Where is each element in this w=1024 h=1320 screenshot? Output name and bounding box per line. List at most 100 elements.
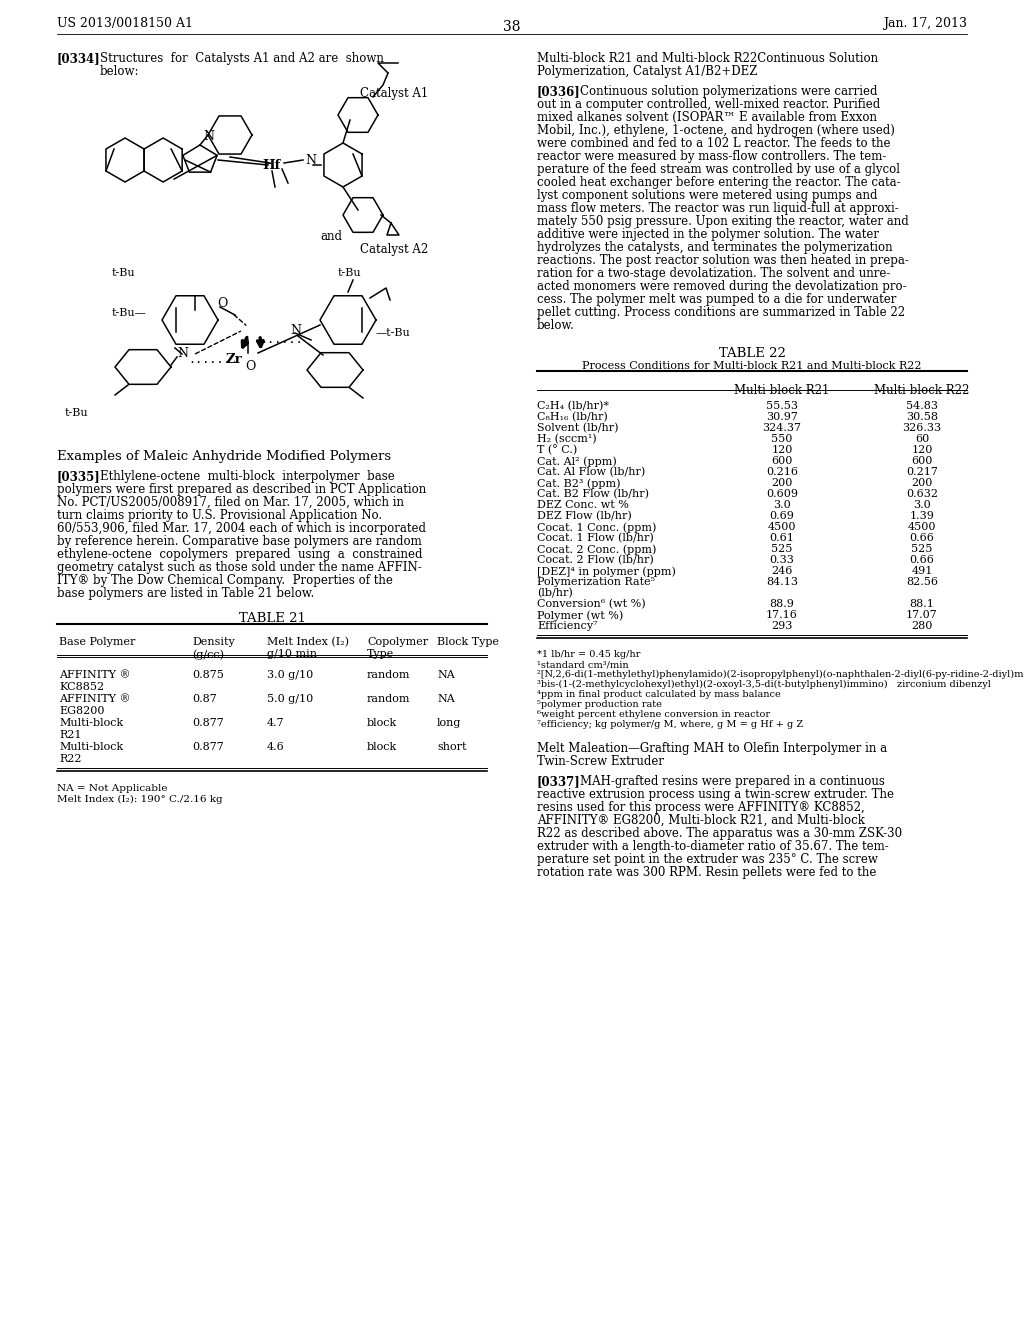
Text: resins used for this process were AFFINITY® KC8852,: resins used for this process were AFFINI…	[537, 801, 864, 814]
Text: N: N	[177, 347, 188, 360]
Text: random: random	[367, 694, 411, 704]
Text: Catalyst A1: Catalyst A1	[360, 87, 428, 100]
Text: Copolymer: Copolymer	[367, 638, 428, 647]
Text: block: block	[367, 718, 397, 729]
Text: [0336]: [0336]	[537, 84, 581, 98]
Text: Cat. Al Flow (lb/hr): Cat. Al Flow (lb/hr)	[537, 467, 645, 478]
Text: O: O	[217, 297, 227, 310]
Text: Catalyst A2: Catalyst A2	[360, 243, 428, 256]
Text: reactive extrusion process using a twin-screw extruder. The: reactive extrusion process using a twin-…	[537, 788, 894, 801]
Text: Cocat. 1 Flow (lb/hr): Cocat. 1 Flow (lb/hr)	[537, 533, 653, 544]
Text: *1 lb/hr = 0.45 kg/hr: *1 lb/hr = 0.45 kg/hr	[537, 649, 640, 659]
Text: Hf: Hf	[262, 158, 281, 172]
Text: 3.0: 3.0	[773, 500, 791, 510]
Text: 550: 550	[771, 434, 793, 444]
Text: 200: 200	[771, 478, 793, 488]
Text: KC8852: KC8852	[59, 682, 104, 692]
Text: mixed alkanes solvent (ISOPAR™ E available from Exxon: mixed alkanes solvent (ISOPAR™ E availab…	[537, 111, 877, 124]
Text: ⁷efficiency; kg polymer/g M, where, g M = g Hf + g Z: ⁷efficiency; kg polymer/g M, where, g M …	[537, 719, 803, 729]
Text: 280: 280	[911, 620, 933, 631]
Text: 60/553,906, filed Mar. 17, 2004 each of which is incorporated: 60/553,906, filed Mar. 17, 2004 each of …	[57, 521, 426, 535]
Text: 600: 600	[771, 455, 793, 466]
Text: Ethlylene-octene  multi-block  interpolymer  base: Ethlylene-octene multi-block interpolyme…	[100, 470, 394, 483]
Text: out in a computer controlled, well-mixed reactor. Purified: out in a computer controlled, well-mixed…	[537, 98, 881, 111]
Text: t-Bu: t-Bu	[112, 268, 135, 279]
Text: t-Bu: t-Bu	[65, 408, 89, 418]
Text: 30.58: 30.58	[906, 412, 938, 422]
Text: Jan. 17, 2013: Jan. 17, 2013	[883, 17, 967, 30]
Text: ration for a two-stage devolatization. The solvent and unre-: ration for a two-stage devolatization. T…	[537, 267, 891, 280]
Text: N: N	[203, 129, 214, 143]
Text: —t-Bu: —t-Bu	[376, 327, 411, 338]
Text: 0.877: 0.877	[193, 742, 224, 752]
Text: 0.875: 0.875	[193, 671, 224, 680]
Text: R22: R22	[59, 754, 82, 764]
Text: Cocat. 1 Conc. (ppm): Cocat. 1 Conc. (ppm)	[537, 521, 656, 532]
Text: (g/cc): (g/cc)	[193, 649, 224, 660]
Text: 30.97: 30.97	[766, 412, 798, 422]
Text: perature of the feed stream was controlled by use of a glycol: perature of the feed stream was controll…	[537, 162, 900, 176]
Text: 0.216: 0.216	[766, 467, 798, 477]
Text: Base Polymer: Base Polymer	[59, 638, 135, 647]
Text: 525: 525	[771, 544, 793, 554]
Text: Cocat. 2 Conc. (ppm): Cocat. 2 Conc. (ppm)	[537, 544, 656, 554]
Text: Zr: Zr	[225, 352, 242, 366]
Text: 4500: 4500	[768, 521, 797, 532]
Text: NA: NA	[437, 671, 455, 680]
Text: R22 as described above. The apparatus was a 30-mm ZSK-30: R22 as described above. The apparatus wa…	[537, 828, 902, 840]
Text: No. PCT/US2005/008917, filed on Mar. 17, 2005, which in: No. PCT/US2005/008917, filed on Mar. 17,…	[57, 496, 404, 510]
Text: Continuous solution polymerizations were carried: Continuous solution polymerizations were…	[580, 84, 878, 98]
Text: polymers were first prepared as described in PCT Application: polymers were first prepared as describe…	[57, 483, 426, 496]
Text: below:: below:	[100, 65, 139, 78]
Text: R21: R21	[59, 730, 82, 741]
Text: ⁴ppm in final product calculated by mass balance: ⁴ppm in final product calculated by mass…	[537, 690, 780, 700]
Text: Melt Index (I₂): 190° C./2.16 kg: Melt Index (I₂): 190° C./2.16 kg	[57, 795, 222, 804]
Text: ¹standard cm³/min: ¹standard cm³/min	[537, 660, 629, 669]
Text: ³bis-(1-(2-methylcyclohexyl)ethyl)(2-oxoyl-3,5-di(t-butylphenyl)immino)   zircon: ³bis-(1-(2-methylcyclohexyl)ethyl)(2-oxo…	[537, 680, 991, 689]
Text: Polymerization, Catalyst A1/B2+DEZ: Polymerization, Catalyst A1/B2+DEZ	[537, 65, 758, 78]
Text: ITY® by The Dow Chemical Company.  Properties of the: ITY® by The Dow Chemical Company. Proper…	[57, 574, 393, 587]
Text: Cat. B2³ (ppm): Cat. B2³ (ppm)	[537, 478, 621, 488]
Text: 326.33: 326.33	[902, 422, 941, 433]
Text: by reference herein. Comparative base polymers are random: by reference herein. Comparative base po…	[57, 535, 422, 548]
Text: 324.37: 324.37	[763, 422, 802, 433]
Text: 0.632: 0.632	[906, 488, 938, 499]
Text: 0.66: 0.66	[909, 533, 935, 543]
Text: mately 550 psig pressure. Upon exiting the reactor, water and: mately 550 psig pressure. Upon exiting t…	[537, 215, 908, 228]
Text: 600: 600	[911, 455, 933, 466]
Text: (lb/hr): (lb/hr)	[537, 587, 572, 598]
Text: [DEZ]⁴ in polymer (ppm): [DEZ]⁴ in polymer (ppm)	[537, 566, 676, 577]
Text: 3.0: 3.0	[913, 500, 931, 510]
Text: C₈H₁₆ (lb/hr): C₈H₁₆ (lb/hr)	[537, 412, 608, 422]
Text: ......: ......	[260, 333, 303, 346]
Text: t-Bu: t-Bu	[338, 268, 361, 279]
Text: [0334]: [0334]	[57, 51, 100, 65]
Text: perature set point in the extruder was 235° C. The screw: perature set point in the extruder was 2…	[537, 853, 878, 866]
Text: extruder with a length-to-diameter ratio of 35.67. The tem-: extruder with a length-to-diameter ratio…	[537, 840, 889, 853]
Text: mass flow meters. The reactor was run liquid-full at approxi-: mass flow meters. The reactor was run li…	[537, 202, 899, 215]
Text: Solvent (lb/hr): Solvent (lb/hr)	[537, 422, 618, 433]
Text: N: N	[305, 154, 316, 168]
Text: ......: ......	[188, 352, 230, 366]
Text: NA = Not Applicable: NA = Not Applicable	[57, 784, 168, 793]
Text: AFFINITY® EG8200, Multi-block R21, and Multi-block: AFFINITY® EG8200, Multi-block R21, and M…	[537, 814, 865, 828]
Text: cooled heat exchanger before entering the reactor. The cata-: cooled heat exchanger before entering th…	[537, 176, 901, 189]
Text: Multi-block R22: Multi-block R22	[874, 384, 970, 397]
Text: EG8200: EG8200	[59, 706, 104, 715]
Text: ⁵polymer production rate: ⁵polymer production rate	[537, 700, 662, 709]
Text: [0335]: [0335]	[57, 470, 100, 483]
Text: Multi-block: Multi-block	[59, 742, 123, 752]
Text: 38: 38	[503, 20, 521, 34]
Text: and: and	[319, 230, 342, 243]
Text: 1.39: 1.39	[909, 511, 935, 521]
Text: Process Conditions for Multi-block R21 and Multi-block R22: Process Conditions for Multi-block R21 a…	[583, 360, 922, 371]
Text: Multi-block R21 and Multi-block R22Continuous Solution: Multi-block R21 and Multi-block R22Conti…	[537, 51, 879, 65]
Text: DEZ Flow (lb/hr): DEZ Flow (lb/hr)	[537, 511, 632, 521]
Text: rotation rate was 300 RPM. Resin pellets were fed to the: rotation rate was 300 RPM. Resin pellets…	[537, 866, 877, 879]
Text: Cocat. 2 Flow (lb/hr): Cocat. 2 Flow (lb/hr)	[537, 554, 653, 565]
Text: Block Type: Block Type	[437, 638, 499, 647]
Text: TABLE 22: TABLE 22	[719, 347, 785, 360]
Text: 55.53: 55.53	[766, 401, 798, 411]
Text: 3.0 g/10: 3.0 g/10	[267, 671, 313, 680]
Text: US 2013/0018150 A1: US 2013/0018150 A1	[57, 17, 193, 30]
